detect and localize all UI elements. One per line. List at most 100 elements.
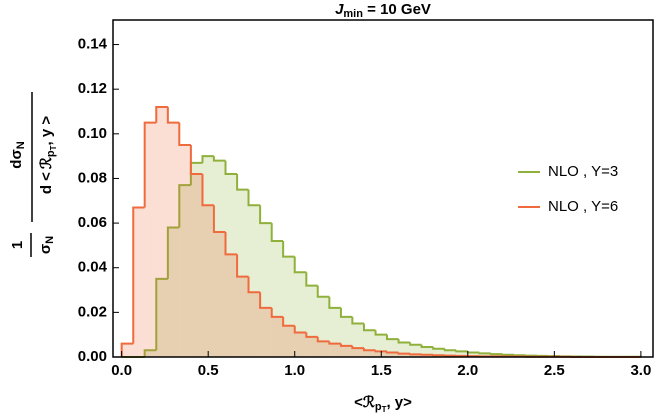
bar-outline (212, 156, 226, 162)
bar-outline (328, 341, 341, 345)
bar (133, 207, 145, 357)
bar (294, 332, 307, 357)
bar-outline (351, 316, 364, 325)
bar-outline (247, 276, 261, 294)
bar-outline (455, 350, 468, 353)
bar-outline (397, 352, 411, 355)
bar-outline (155, 277, 168, 351)
bar (386, 352, 399, 357)
bar-outline (201, 173, 214, 207)
x-tick-label: 0.0 (111, 362, 132, 379)
bar (156, 107, 168, 357)
bar-outline (132, 206, 145, 344)
x-tick-label: 1.0 (284, 362, 305, 379)
bar-outline (478, 352, 491, 355)
bar (375, 334, 387, 357)
bar (433, 348, 445, 357)
bar-outline (282, 240, 295, 258)
bar (213, 232, 226, 357)
bar (421, 346, 434, 357)
bar (225, 173, 238, 357)
bar-outline (212, 205, 226, 234)
bar-outline (362, 348, 376, 352)
bar-outline (316, 336, 330, 343)
bar (237, 276, 249, 357)
bar (421, 354, 434, 357)
bar-outline (339, 343, 353, 347)
bar (306, 336, 318, 357)
bar (410, 354, 422, 357)
bar (190, 162, 203, 357)
plot-frame (112, 19, 654, 358)
bar (386, 339, 399, 357)
bar-outline (143, 349, 157, 357)
bar-outline (409, 342, 422, 346)
bar-outline (282, 316, 295, 327)
bar (352, 348, 364, 357)
y-tick-label: 0.04 (78, 259, 108, 276)
bar-outline (155, 106, 168, 123)
y-tick-label: 0.10 (78, 125, 107, 142)
bar (237, 189, 249, 357)
bar-outline (224, 232, 238, 256)
y-label-part: 1 (9, 241, 26, 249)
bar (317, 296, 330, 357)
legend-label: NLO , Y=3 (548, 163, 618, 180)
bar-outline (293, 256, 307, 274)
bar (179, 185, 191, 357)
bar (317, 341, 330, 357)
bar (283, 256, 295, 357)
bar-outline (397, 339, 411, 344)
bar (352, 323, 364, 357)
bar (144, 350, 157, 357)
bar (283, 325, 295, 357)
series (120, 106, 641, 358)
y-axis-label: 1 σN dσN d <ℛpT, y > (8, 92, 58, 257)
bar (444, 350, 457, 357)
bar (340, 316, 353, 357)
bar-outline (339, 307, 353, 318)
x-tick-label: 0.5 (198, 362, 219, 379)
bar (467, 352, 480, 357)
bar-outline (316, 285, 330, 298)
bar (329, 307, 341, 357)
bar (271, 316, 284, 357)
bar-outline (305, 332, 318, 338)
bar-outline (305, 272, 318, 287)
bar-outline (420, 344, 434, 348)
bar-outline (432, 346, 445, 350)
bar-outline (259, 292, 272, 309)
bar (398, 353, 411, 357)
x-axis-label: <ℛpT, y> (354, 394, 412, 414)
bar (306, 285, 318, 357)
bar-outline (374, 330, 387, 336)
bar-outline (178, 184, 191, 228)
x-tick-label: 1.5 (371, 362, 392, 379)
legend-label: NLO , Y=6 (548, 198, 618, 215)
bar (202, 205, 214, 357)
bar-outline (201, 155, 214, 163)
bar-outline (166, 226, 180, 279)
bar-outline (270, 223, 284, 242)
bar-outline (489, 353, 503, 356)
bar (202, 156, 214, 357)
y-tick-label: 0.06 (78, 214, 107, 231)
y-label-part: dσN (8, 141, 27, 168)
bar-outline (501, 353, 515, 356)
bar (190, 173, 203, 357)
bar (294, 272, 307, 357)
bar-outline (236, 173, 249, 191)
bar-outline (328, 296, 341, 309)
bar-outline (443, 348, 457, 352)
y-label-part: σN (37, 236, 56, 254)
bar (271, 240, 284, 357)
bar (410, 344, 422, 357)
bar (329, 343, 341, 357)
bar-outline (166, 107, 180, 124)
bar-outline (189, 144, 203, 175)
y-tick-label: 0.00 (78, 348, 107, 365)
bar-outline (351, 345, 364, 350)
bar (213, 160, 226, 357)
bar (363, 350, 376, 357)
bar-outline (247, 189, 261, 207)
